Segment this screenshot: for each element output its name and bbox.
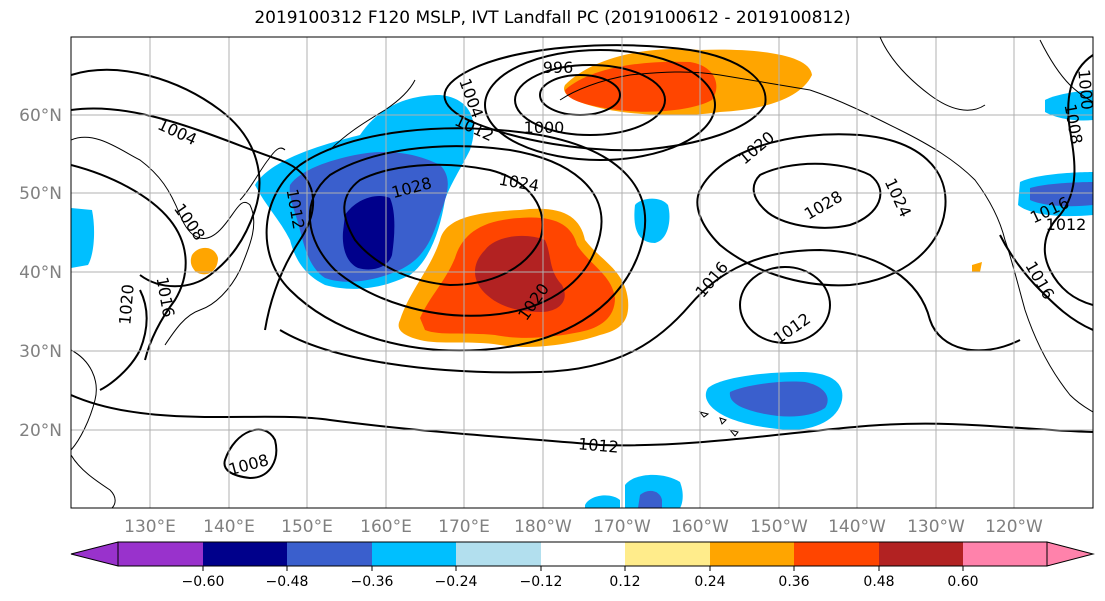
colorbar-frame <box>117 541 1048 567</box>
contour-1024-east <box>696 133 947 287</box>
negative-anomaly-patch <box>1030 182 1093 207</box>
contour-label: 1012 <box>1046 215 1087 234</box>
lon-label: 180°W <box>514 517 572 537</box>
colorbar-segment <box>541 542 625 566</box>
coastline-layer <box>71 37 1093 508</box>
graticule <box>71 37 1093 508</box>
mslp-contour-layer <box>71 44 1093 480</box>
lon-label: 150°E <box>281 517 333 537</box>
colorbar-segment <box>625 542 710 566</box>
colorbar-tick-label: 0.60 <box>947 574 978 590</box>
positive-anomaly-patch <box>972 262 982 272</box>
contour-label: 1020 <box>115 283 137 325</box>
contour-1008-west <box>71 164 187 361</box>
map-frame <box>70 36 1094 509</box>
negative-anomaly-patch <box>638 490 662 508</box>
contour-1028 <box>343 163 544 287</box>
lon-label: 160°W <box>671 517 729 537</box>
contour-1016-ne <box>999 234 1093 331</box>
colorbar-tick-label: 0.48 <box>863 574 894 590</box>
longitude-labels: 130°E 140°E 150°E 160°E 170°E 180°W 170°… <box>124 517 1043 537</box>
lon-label: 130°E <box>124 517 176 537</box>
colorbar-tick-marks <box>202 566 964 571</box>
lat-label: 40°N <box>19 263 62 283</box>
colorbar-tick-label: 0.12 <box>609 574 640 590</box>
positive-anomaly-core <box>565 61 717 112</box>
colorbar-tick-label: −0.60 <box>182 574 225 590</box>
map-title: 2019100312 F120 MSLP, IVT Landfall PC (2… <box>254 8 851 28</box>
contour-1016-west <box>99 289 148 391</box>
lat-label: 60°N <box>19 106 62 126</box>
contour-1012-west <box>71 107 314 331</box>
lon-label: 140°E <box>203 517 255 537</box>
lon-label: 140°W <box>828 517 886 537</box>
contour-1012-ne <box>1043 54 1093 306</box>
shading-layer <box>71 49 1093 508</box>
contour-label: 1000 <box>1074 68 1096 110</box>
colorbar-segment <box>879 542 963 566</box>
colorbar-segment <box>710 542 794 566</box>
contour-label: 996 <box>543 58 574 77</box>
lon-label: 170°E <box>438 517 490 537</box>
contour-1020 <box>265 127 646 352</box>
latitude-labels: 60°N 50°N 40°N 30°N 20°N <box>19 106 62 441</box>
contour-1012 <box>443 44 767 152</box>
negative-anomaly-patch <box>634 198 670 243</box>
lon-label: 160°E <box>360 517 412 537</box>
colorbar-tick-label: 0.24 <box>694 574 725 590</box>
colorbar-max-extension <box>1046 541 1095 567</box>
lat-label: 30°N <box>19 342 62 362</box>
colorbar-tick-label: −0.12 <box>520 574 563 590</box>
colorbar-segment <box>203 542 287 566</box>
contour-1016 <box>279 248 1021 374</box>
lon-label: 120°W <box>985 517 1043 537</box>
contour-1004 <box>484 49 716 161</box>
colorbar: −0.60 −0.48 −0.36 −0.24 −0.12 0.12 0.24 … <box>70 541 1095 590</box>
colorbar-tick-label: −0.48 <box>266 574 309 590</box>
lat-label: 50°N <box>19 184 62 204</box>
contour-1024 <box>309 145 603 317</box>
colorbar-min-extension <box>70 541 119 567</box>
colorbar-tick-label: 0.36 <box>778 574 809 590</box>
lon-label: 150°W <box>750 517 808 537</box>
contour-label: 1012 <box>577 434 619 456</box>
colorbar-segment <box>287 542 372 566</box>
contour-1028-east <box>752 162 882 229</box>
colorbar-tick-label: −0.36 <box>351 574 394 590</box>
contour-label: 1000 <box>524 118 565 137</box>
colorbar-segment <box>963 542 1047 566</box>
lat-label: 20°N <box>19 421 62 441</box>
lon-label: 170°W <box>593 517 651 537</box>
colorbar-segment <box>372 542 456 566</box>
colorbar-segment <box>118 542 203 566</box>
contour-1000 <box>514 64 666 136</box>
negative-anomaly-patch <box>71 208 95 268</box>
positive-anomaly-max <box>474 235 565 312</box>
negative-anomaly-core <box>342 195 395 270</box>
negative-anomaly-patch <box>585 495 620 508</box>
colorbar-segment <box>456 542 541 566</box>
positive-anomaly-patch <box>190 247 218 275</box>
colorbar-tick-label: −0.24 <box>435 574 478 590</box>
colorbar-segment <box>794 542 879 566</box>
contour-1008-south <box>223 428 278 480</box>
lon-label: 130°W <box>907 517 965 537</box>
contour-1012-east <box>739 266 831 344</box>
contour-1004-west <box>71 68 261 288</box>
